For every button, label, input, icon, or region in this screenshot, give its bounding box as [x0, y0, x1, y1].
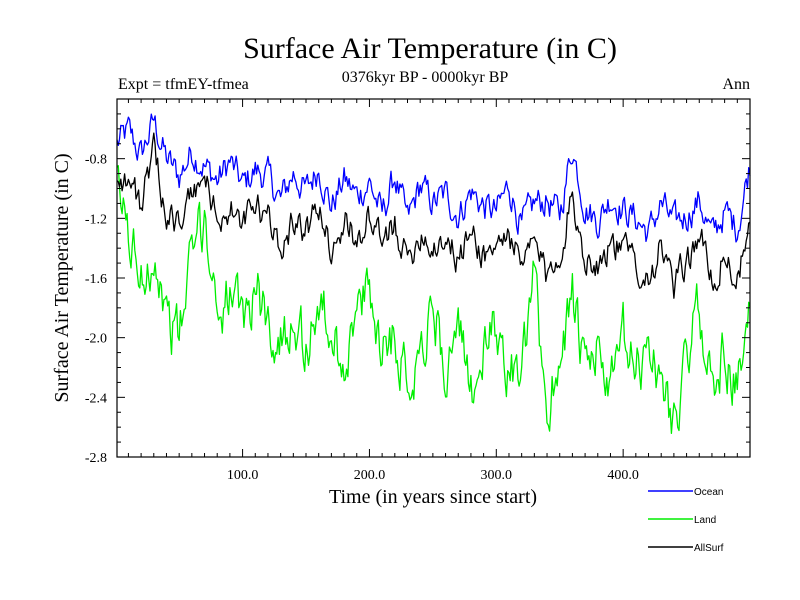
y-tick-label: -0.8 — [85, 153, 107, 168]
series-line-ocean — [116, 113, 751, 243]
chart-title: Surface Air Temperature (in C) — [243, 32, 617, 65]
x-axis-title: Time (in years since start) — [329, 486, 537, 508]
y-axis-title: Surface Air Temperature (in C) — [51, 153, 73, 402]
legend-label-allsurf: AllSurf — [694, 543, 724, 554]
x-tick-label: 400.0 — [607, 468, 639, 483]
season-label: Ann — [722, 76, 750, 93]
y-axis: -2.8 -2.4 -2.0 -1.6 -1.2 -0.8 — [85, 98, 750, 466]
y-tick-label: -2.8 — [85, 451, 107, 466]
y-tick-label: -1.6 — [85, 272, 107, 287]
y-tick-label: -1.2 — [85, 212, 107, 227]
x-axis: 100.0 200.0 300.0 400.0 — [127, 99, 738, 483]
x-tick-label: 200.0 — [354, 468, 386, 483]
series-line-land — [116, 165, 751, 435]
x-tick-label: 300.0 — [481, 468, 513, 483]
legend: Ocean Land AllSurf — [648, 487, 724, 554]
y-tick-label: -2.4 — [85, 391, 107, 406]
legend-label-land: Land — [694, 515, 716, 526]
y-tick-label: -2.0 — [85, 332, 107, 347]
x-tick-label: 100.0 — [227, 468, 259, 483]
experiment-label: Expt = tfmEY-tfmea — [118, 76, 249, 93]
series-line-allsurf — [116, 132, 751, 299]
legend-label-ocean: Ocean — [694, 487, 723, 498]
period-label: 0376kyr BP - 0000kyr BP — [342, 69, 509, 86]
series-layer — [116, 113, 751, 435]
